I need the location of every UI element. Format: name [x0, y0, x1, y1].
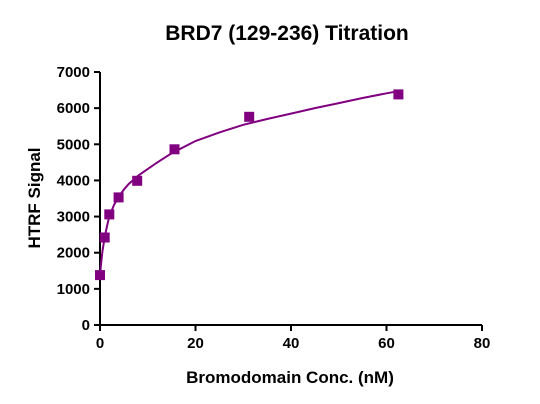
y-tick-label: 4000: [57, 172, 90, 189]
x-tick-label: 80: [474, 335, 491, 352]
data-point: [104, 209, 115, 220]
x-tick-label: 0: [96, 335, 104, 352]
x-tick-label: 60: [378, 335, 395, 352]
fit-curve-layer: [99, 90, 399, 276]
x-tick-label: 40: [283, 335, 300, 352]
data-point: [132, 175, 143, 186]
y-axis-label: HTRF Signal: [25, 147, 44, 248]
y-tick-label: 3000: [57, 209, 90, 226]
y-tick-label: 1000: [57, 281, 90, 298]
data-point: [393, 89, 404, 100]
data-point: [169, 144, 180, 155]
data-point: [95, 270, 105, 281]
data-point: [99, 232, 110, 243]
data-point: [244, 111, 255, 122]
axes: [99, 72, 482, 326]
x-axis-label: Bromodomain Conc. (nM): [186, 368, 394, 387]
y-tick-label: 6000: [57, 100, 90, 117]
x-tick-label: 20: [187, 335, 204, 352]
y-tick-label: 0: [82, 317, 90, 334]
chart-title: BRD7 (129-236) Titration: [165, 22, 409, 45]
data-points: [95, 89, 404, 281]
fit-curve: [99, 90, 399, 276]
ticks: 0 1000 2000 3000 4000 5000 6000 7000 0 20 40 60 80: [57, 64, 491, 352]
data-point: [113, 192, 124, 203]
y-tick-label: 5000: [57, 136, 90, 153]
y-tick-label: 7000: [57, 64, 90, 81]
y-tick-label: 2000: [57, 245, 90, 262]
